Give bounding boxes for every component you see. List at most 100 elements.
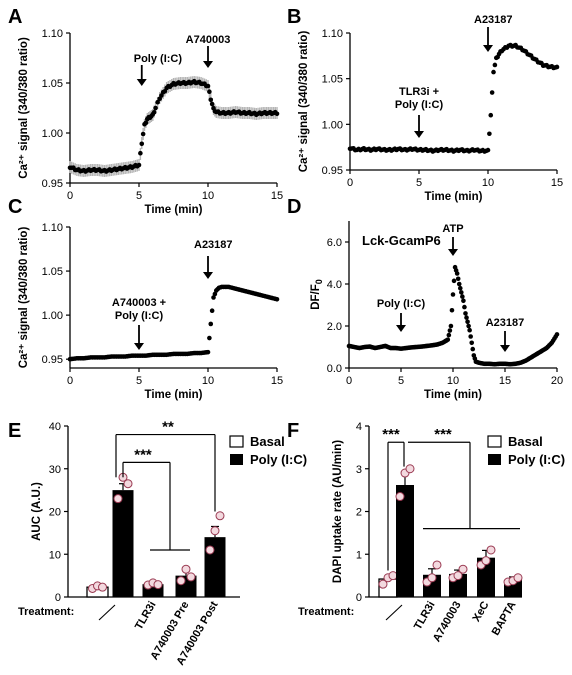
panel-e-poly-point: [205, 545, 215, 555]
panel-d-x-axis-label: Time (min): [424, 389, 482, 401]
panel-d-data-point: [470, 346, 476, 352]
panel-c-data-point: [207, 335, 212, 341]
panel-d-data-point: [445, 337, 451, 342]
panel-e-legend-basal-label: Basal: [250, 434, 285, 449]
panel-a-chart: 0.95 1.00 1.05 1.10 0 5 10 15 Time (min) Ca²⁺ sig…: [18, 28, 283, 216]
panel-d-data-point: [465, 319, 470, 325]
panel-e-poly-point: [215, 511, 225, 521]
panel-e-category-label: TLR3i: [133, 600, 159, 632]
panel-e-poly-point: [210, 526, 220, 536]
panel-d-data-point: [554, 332, 560, 337]
panel-e-legend-basal-swatch: [229, 435, 244, 448]
panel-e-poly-bar: [112, 490, 134, 597]
panel-b-annotation: A23187: [474, 14, 513, 26]
panel-b-data-point: [491, 69, 496, 75]
panel-f-y-tick-label: 0: [356, 592, 362, 604]
panel-f-basal-point: [378, 579, 388, 589]
panel-c-x-tick-label: 15: [271, 375, 283, 387]
panel-e-poly-point: [176, 576, 186, 586]
panel-c-x-tick-label: 10: [202, 375, 214, 387]
panel-d-x-tick-label: 10: [447, 375, 459, 387]
panel-c-arrow-head: [134, 343, 144, 350]
panel-c-data-point: [208, 321, 214, 327]
panel-b-x-tick-label: 5: [416, 177, 422, 189]
panel-e-poly-point: [153, 580, 163, 590]
panel-d-annotation: ATP: [442, 223, 463, 235]
panel-f-poly-point: [458, 564, 468, 574]
panel-a-data-point: [208, 97, 214, 103]
panel-d-data-point: [455, 276, 461, 282]
panel-b-data-point: [488, 112, 494, 118]
panel-c-annotation: A23187: [194, 239, 233, 251]
panel-d-annotation: A23187: [486, 317, 525, 329]
panel-a-data-point: [140, 131, 146, 137]
panel-e-poly-point: [113, 494, 123, 504]
panel-d-data-point: [451, 278, 457, 284]
panel-a-data-point: [207, 89, 212, 94]
panel-b-y-tick-label: 1.10: [322, 28, 343, 40]
panel-f-y-tick-label: 2: [356, 507, 362, 519]
panel-a-data-point: [138, 150, 143, 156]
panel-a-x-tick-label: 0: [67, 190, 73, 202]
panel-f-category-label: BAPTA: [490, 599, 519, 637]
panel-d-arrow-head: [396, 325, 406, 332]
panel-e-legend-poly-swatch: [230, 454, 243, 465]
panel-d-title: Lck-GcamP6: [362, 233, 441, 248]
panel-d-data-point: [446, 332, 452, 338]
panel-d-data-point: [461, 298, 466, 304]
panel-d-arrow-head: [448, 249, 458, 256]
panel-a-x-tick-label: 10: [202, 190, 214, 202]
panel-f-chart: 0 1 2 3 4 DAPI uptake rate (AU/min) Treatment:…: [298, 421, 565, 644]
panel-d-chart: 0.0 2.0 4.0 6.0 0 5 10 15 20 Time (min) DF/F0 Lck-G…: [310, 221, 563, 401]
panel-f-category-dash: [385, 604, 403, 621]
panel-a-data-point: [274, 111, 280, 117]
panel-d-y-tick-label: 0.0: [327, 363, 342, 375]
panel-b-data-point: [554, 64, 560, 70]
panel-c-y-tick-label: 1.00: [42, 310, 63, 322]
panel-d-data-point: [448, 323, 454, 329]
panel-e-poly-bar: [204, 537, 226, 597]
panel-a-annotation: Poly (I:C): [134, 53, 183, 65]
panel-e-poly-point: [186, 572, 196, 582]
panel-a-data-point: [143, 120, 149, 126]
panel-letter-f: F: [287, 420, 299, 442]
panel-c-annotation: A740003 +: [112, 297, 166, 309]
panel-d-data-point: [469, 340, 475, 346]
panel-f-legend-basal-swatch: [487, 435, 502, 448]
panel-a-y-tick-label: 1.00: [42, 128, 63, 140]
panel-a-arrow-head: [136, 79, 147, 86]
panel-a-arrow-head: [203, 61, 213, 68]
panel-f-y-axis-label: DAPI uptake rate (AU/min): [332, 440, 344, 583]
panel-c-y-tick-label: 1.10: [42, 222, 63, 234]
panel-a-x-tick-label: 15: [271, 190, 283, 202]
panel-a-x-axis-label: Time (min): [145, 204, 203, 216]
panel-e-poly-point: [123, 479, 133, 489]
panel-d-x-tick-label: 20: [551, 375, 563, 387]
panel-d-data-point: [447, 328, 453, 333]
panel-b-chart: 0.95 1.00 1.05 1.10 0 5 10 15 Time (min) Ca²⁺ sig…: [298, 14, 563, 203]
panel-letter-b: B: [287, 6, 301, 28]
panel-b-arrow-head: [483, 45, 493, 52]
panel-c-y-tick-label: 0.95: [42, 354, 63, 366]
panel-a-data-point: [136, 162, 142, 168]
panel-e-basal-point: [98, 582, 107, 592]
panel-c-data-point: [274, 296, 280, 302]
panel-letter-d: D: [287, 196, 301, 218]
panel-e-y-axis-label: AUC (A.U.): [31, 482, 43, 541]
panel-e-y-tick-label: 30: [49, 464, 61, 476]
panel-d-x-tick-label: 0: [346, 375, 352, 387]
panel-d-data-point: [450, 292, 456, 297]
panel-a-x-tick-label: 5: [136, 190, 142, 202]
panel-f-significance: ***: [382, 426, 400, 443]
panel-b-annotation: TLR3i +: [399, 86, 439, 98]
panel-letter-c: C: [8, 196, 22, 218]
panel-e-y-tick-label: 20: [49, 507, 61, 519]
panel-d-data-point: [454, 271, 460, 276]
panel-b-y-axis-label: Ca²⁺ signal (340/380 ratio): [298, 31, 310, 173]
panel-d-x-tick-label: 5: [398, 375, 404, 387]
panel-b-arrow-head: [414, 131, 424, 138]
panel-c-data-point: [205, 349, 211, 355]
panel-c-arrow-head: [203, 272, 213, 279]
panel-a-data-point: [205, 83, 211, 89]
